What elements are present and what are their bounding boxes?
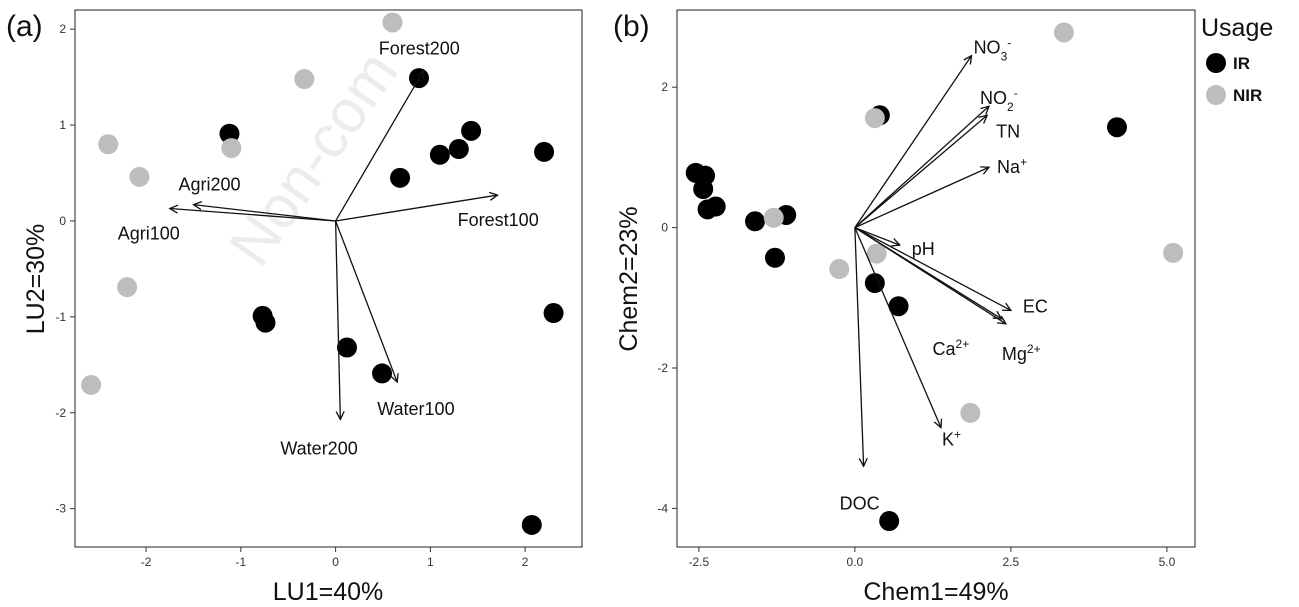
loading-arrow-b [854, 227, 1011, 311]
point-ir-b [705, 196, 726, 217]
y-tick-label-a: -3 [55, 502, 66, 516]
arrow-label-a: Forest200 [379, 38, 460, 58]
legend: Usage IR NIR [1201, 14, 1273, 105]
x-tick-label-a: -1 [236, 555, 247, 569]
arrow-label-b: Na+ [997, 155, 1027, 177]
y-tick-label-b: -2 [657, 361, 668, 375]
point-ir-a [255, 312, 276, 333]
loading-arrow-b [854, 227, 864, 467]
loading-arrow-b [854, 227, 941, 428]
loading-arrow-a [334, 220, 341, 419]
point-ir-b [764, 247, 785, 268]
x-tick-label-a: 1 [427, 555, 434, 569]
loading-arrow-b [854, 227, 900, 246]
point-ir-a [461, 120, 482, 141]
loading-arrow-a [335, 195, 498, 222]
legend-label-nir: NIR [1233, 86, 1262, 105]
arrow-label-b: Ca2+ [933, 337, 970, 359]
y-tick-label-b: 2 [661, 80, 668, 94]
x-tick-label-a: 0 [332, 555, 339, 569]
arrow-label-b: EC [1023, 296, 1048, 316]
y-tick-label-a: 1 [59, 118, 66, 132]
point-nir-b [960, 402, 981, 423]
x-axis-title-a: LU1=40% [273, 578, 384, 606]
x-tick-label-b: 2.5 [1003, 555, 1020, 569]
point-nir-b [1053, 22, 1074, 43]
point-ir-a [390, 167, 411, 188]
x-tick-label-a: -2 [141, 555, 152, 569]
x-axis-title-b: Chem1=49% [863, 578, 1008, 606]
arrow-label-a: Forest100 [458, 210, 539, 230]
arrow-label-b: DOC [840, 493, 880, 513]
point-ir-b [888, 296, 909, 317]
y-tick-label-a: 0 [59, 214, 66, 228]
panel-a-frame [74, 9, 583, 548]
panel-label-b: (b) [613, 10, 650, 43]
loading-arrow-a [335, 70, 424, 222]
x-tick-label-b: -2.5 [688, 555, 709, 569]
point-nir-b [763, 207, 784, 228]
x-tick-label-b: 5.0 [1159, 555, 1176, 569]
point-nir-a [81, 374, 102, 395]
loading-arrow-b [854, 106, 989, 229]
point-ir-a [521, 514, 542, 535]
x-tick-label-b: 0.0 [847, 555, 864, 569]
legend-title: Usage [1201, 14, 1273, 42]
panel-a-plot: -2 -1 0 1 2 -3 -2 -1 0 1 2 Forest200 Forest100 Agri20… [55, 12, 564, 569]
point-ir-b [879, 511, 900, 532]
arrow-label-b: Mg2+ [1002, 342, 1041, 364]
point-nir-a [294, 69, 315, 90]
loading-arrow-a [335, 220, 398, 382]
y-axis-title-a: LU2=30% [22, 224, 50, 335]
point-ir-b [1106, 117, 1127, 138]
point-ir-a [534, 141, 555, 162]
point-nir-a [382, 12, 403, 33]
arrow-label-a: Agri200 [178, 175, 240, 195]
y-tick-label-a: -1 [55, 310, 66, 324]
panel-label-a: (a) [6, 10, 43, 43]
loading-arrow-a [170, 208, 336, 222]
arrow-label-a: Water200 [280, 438, 357, 458]
arrow-label-a: Water100 [377, 399, 454, 419]
point-ir-b [864, 273, 885, 294]
legend-key-ir [1206, 53, 1226, 73]
point-ir-a [448, 139, 469, 160]
point-nir-a [221, 138, 242, 159]
arrow-label-b: pH [912, 239, 935, 259]
point-nir-b [829, 259, 850, 280]
legend-key-nir [1206, 85, 1226, 105]
loading-arrow-b [854, 227, 1006, 324]
y-tick-label-b: -4 [657, 501, 668, 515]
loading-arrow-b [854, 115, 987, 229]
point-ir-b [693, 179, 714, 199]
panel-b-plot: -2.5 0.0 2.5 5.0-4-202NO3-NO2-TNNa+pHECCa2+… [657, 22, 1184, 569]
loading-arrow-b [854, 56, 972, 228]
point-ir-a [543, 303, 564, 324]
panel-b-frame [676, 9, 1196, 548]
point-ir-b [745, 211, 766, 232]
arrow-label-b: K+ [942, 428, 961, 450]
x-tick-label-a: 2 [522, 555, 529, 569]
y-tick-label-a: -2 [55, 406, 66, 420]
point-ir-a [429, 144, 450, 165]
point-ir-a [372, 363, 393, 384]
point-nir-b [1163, 242, 1184, 263]
point-nir-b [866, 243, 887, 264]
point-nir-a [98, 134, 119, 155]
arrow-label-b: TN [996, 121, 1020, 141]
arrow-label-a: Agri100 [118, 223, 180, 243]
point-nir-a [117, 277, 138, 298]
y-tick-label-b: 0 [661, 221, 668, 235]
y-axis-title-b: Chem2=23% [615, 206, 643, 351]
point-nir-b [864, 108, 885, 129]
arrow-label-b: NO3- [974, 36, 1012, 64]
y-tick-label-a: 2 [59, 22, 66, 36]
point-nir-a [129, 166, 150, 187]
point-ir-a [336, 337, 357, 358]
loading-arrow-b [854, 167, 989, 229]
loading-arrow-a [193, 205, 336, 222]
legend-label-ir: IR [1233, 54, 1250, 73]
